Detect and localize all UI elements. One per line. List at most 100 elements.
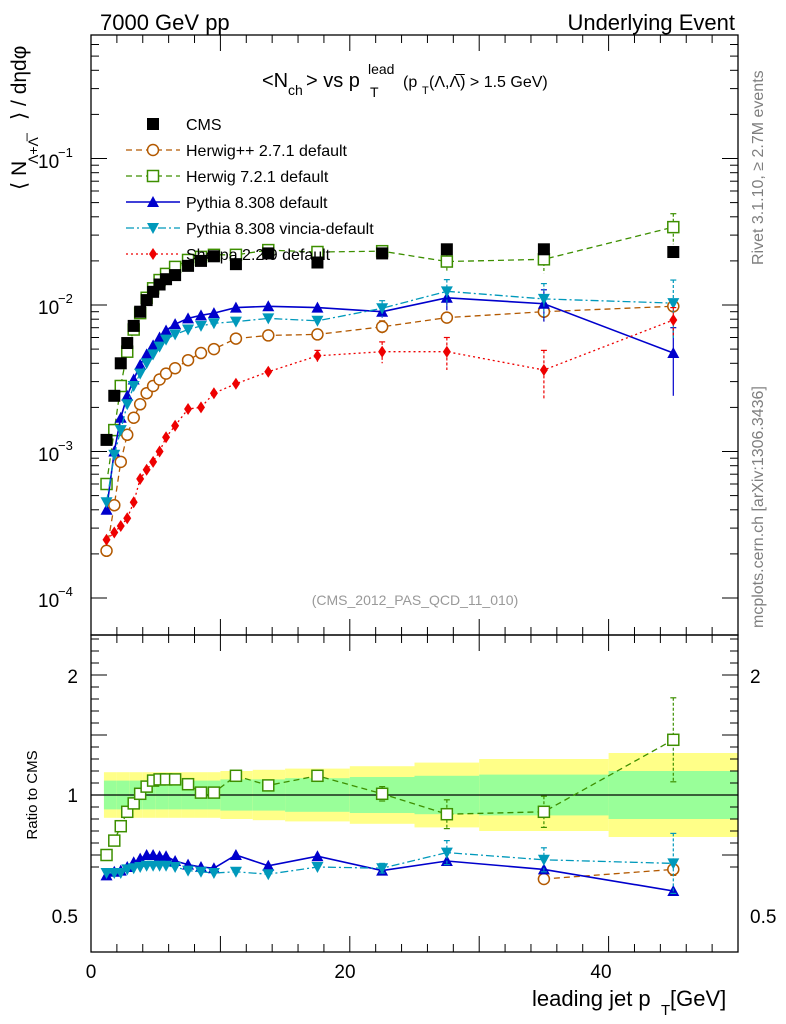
data-point <box>229 301 242 313</box>
data-point <box>182 312 195 324</box>
data-point <box>100 503 113 515</box>
data-point <box>184 403 193 416</box>
data-point <box>169 269 182 282</box>
title-cond-rest: (Λ,Λ̅) > 1.5 GeV) <box>429 73 548 91</box>
ratio-data-point <box>667 858 680 870</box>
header-left: 7000 GeV pp <box>100 10 230 35</box>
ratio-data-point <box>127 797 140 810</box>
data-point <box>207 250 220 263</box>
ratio-series-herwig-7-2-1-default <box>100 697 680 862</box>
legend-marker <box>146 169 160 183</box>
ratio-panel-series <box>100 697 680 896</box>
data-point <box>100 544 113 558</box>
legend: CMS Herwig++ 2.7.1 default Herwig 7.2.1 de… <box>126 117 374 264</box>
data-point <box>121 399 134 411</box>
ratio-data-point <box>537 805 551 819</box>
data-point <box>162 431 171 444</box>
series-cms <box>100 243 680 446</box>
data-point <box>159 367 173 380</box>
ratio-series-pythia-8-308-vincia-default <box>100 832 680 895</box>
main-panel-ticks <box>90 35 739 635</box>
analysis-watermark: (CMS_2012_PAS_QCD_11_010) <box>312 592 519 608</box>
data-point <box>262 247 275 260</box>
data-point <box>182 259 195 272</box>
data-point <box>100 477 113 491</box>
legend-entry: Pythia 8.308 default <box>126 195 328 212</box>
series-herwig-2-7-1-default <box>100 300 680 558</box>
data-point <box>311 315 324 327</box>
data-point <box>378 345 387 358</box>
ratio-data-point <box>207 786 221 799</box>
data-point <box>194 320 207 332</box>
ratio-data-point <box>168 773 182 786</box>
data-point <box>100 433 113 446</box>
data-point <box>262 300 275 312</box>
legend-entry: Herwig 7.2.1 default <box>126 169 329 186</box>
y-axis-title-sub: Λ+Λ̅ <box>25 132 41 164</box>
legend-label: Sherpa 2.2.9 default <box>186 247 331 264</box>
legend-label: CMS <box>186 117 222 134</box>
y-tick-base: 10 <box>38 298 59 319</box>
data-point <box>153 341 166 353</box>
data-point <box>134 305 147 318</box>
data-point <box>102 533 111 546</box>
plot-title: <N ch > vs p T lead (p T (Λ,Λ̅) > 1.5 Ge… <box>262 61 548 100</box>
ratio-data-point <box>440 855 453 866</box>
data-point <box>120 428 134 442</box>
data-point <box>440 243 453 256</box>
main-panel: 10 −4 10 −3 10 −2 10 −1 ⟨ N Λ+Λ̅ ⟩ / dηd… <box>8 34 739 636</box>
data-point <box>311 328 324 341</box>
data-point <box>539 364 548 377</box>
ratio-data-point <box>194 786 208 799</box>
data-point <box>171 419 180 432</box>
y-tick-base: 10 <box>38 591 59 612</box>
series-sherpa-2-2-9-default <box>102 306 678 546</box>
data-point <box>375 320 389 334</box>
data-point <box>134 368 147 380</box>
ratio-data-point <box>160 860 173 872</box>
data-point <box>229 258 242 271</box>
data-point <box>114 357 127 370</box>
ratio-data-point <box>194 866 207 878</box>
ratio-data-point <box>207 868 220 879</box>
ratio-y-tick-label-0.5-right: 0.5 <box>750 907 776 928</box>
y-tick-label-1e-1: 10 −1 <box>38 145 73 173</box>
legend-entry: Pythia 8.308 vincia-default <box>126 221 374 238</box>
ratio-y-tick-label-0.5-left: 0.5 <box>52 907 78 928</box>
y-axis-title: ⟨ N Λ+Λ̅ ⟩ / dηdφ <box>8 46 41 190</box>
title-main: <N <box>262 70 288 92</box>
ratio-series-line <box>543 868 674 880</box>
ratio-data-point <box>133 787 147 801</box>
y-tick-exp: −1 <box>58 145 73 160</box>
legend-label: Herwig 7.2.1 default <box>186 169 329 186</box>
data-point <box>442 345 451 358</box>
series-line <box>105 296 674 510</box>
ratio-data-point <box>229 866 242 878</box>
ratio-series-line <box>106 851 674 875</box>
data-point <box>667 347 680 359</box>
ratio-panel: 2 1 0.5 2 0.5 Ratio to CMS 0 20 40 leadi… <box>24 634 776 1019</box>
data-point <box>537 253 551 266</box>
ratio-data-point <box>375 787 389 801</box>
data-point <box>169 318 182 330</box>
data-point <box>311 301 324 313</box>
data-point <box>229 316 242 328</box>
ratio-data-point <box>440 847 453 859</box>
series-line <box>105 290 674 503</box>
data-point <box>440 311 454 324</box>
y-tick-label-1e-2: 10 −2 <box>38 291 73 319</box>
header-right: Underlying Event <box>567 10 735 35</box>
data-point <box>114 379 128 393</box>
ratio-data-point <box>376 863 389 875</box>
data-point <box>667 298 680 310</box>
data-point <box>108 498 121 512</box>
data-point <box>134 358 147 370</box>
data-point <box>114 425 127 437</box>
data-point <box>440 255 454 268</box>
data-point <box>116 520 125 533</box>
data-point <box>155 445 164 458</box>
data-point <box>376 247 389 260</box>
legend-entry: Herwig++ 2.7.1 default <box>126 143 348 160</box>
series-line <box>105 305 674 551</box>
data-point <box>264 365 273 378</box>
